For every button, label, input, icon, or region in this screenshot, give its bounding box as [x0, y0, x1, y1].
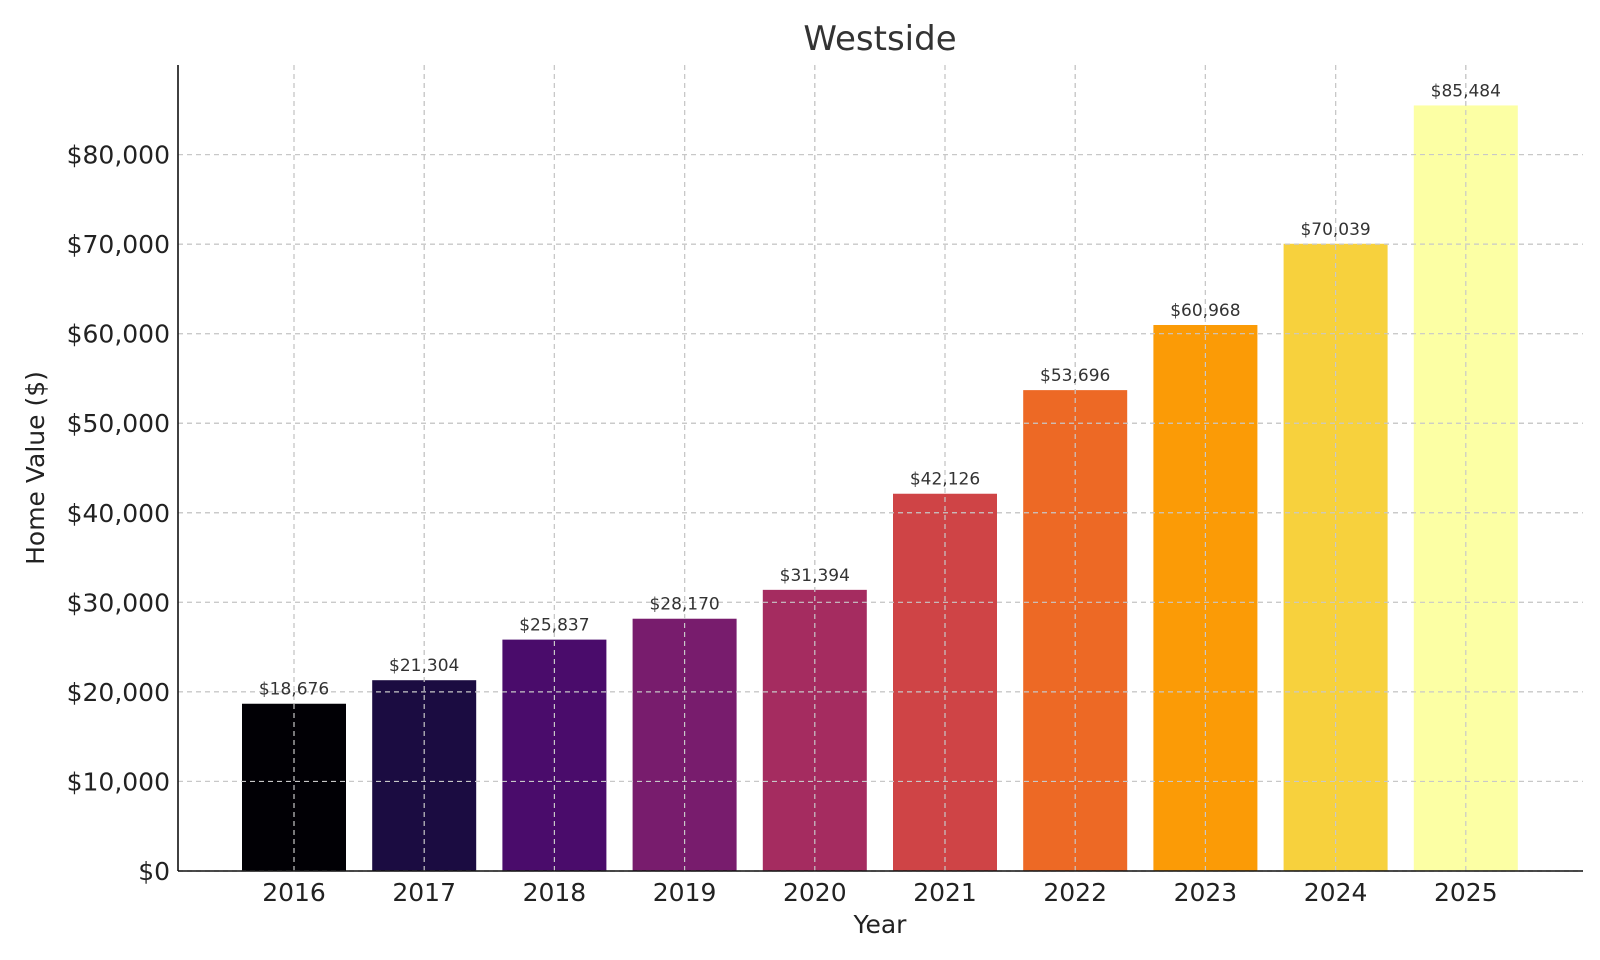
data-label: $60,968: [1170, 301, 1240, 321]
data-label: $28,170: [649, 595, 719, 615]
x-tick-label: 2018: [523, 878, 587, 907]
x-tick-label: 2021: [913, 878, 977, 907]
y-tick-labels: $0 $10,000 $20,000 $30,000 $40,000 $50,000 $60…: [67, 141, 170, 886]
x-tick-label: 2020: [783, 878, 847, 907]
x-tick-label: 2016: [262, 878, 326, 907]
y-tick-label: $10,000: [67, 767, 170, 796]
x-tick-label: 2024: [1304, 878, 1368, 907]
data-label: $18,676: [259, 680, 329, 700]
data-label: $31,394: [780, 566, 850, 586]
bars: [178, 65, 1583, 872]
y-tick-label: $70,000: [67, 230, 170, 259]
chart-title: Westside: [803, 19, 956, 59]
x-axis-label: Year: [853, 910, 908, 939]
y-tick-label: $60,000: [67, 320, 170, 349]
x-tick-label: 2019: [653, 878, 717, 907]
x-tick-label: 2017: [392, 878, 456, 907]
data-label: $21,304: [389, 656, 459, 676]
y-tick-label: $80,000: [67, 141, 170, 170]
data-label: $53,696: [1040, 366, 1110, 386]
bar-2021: [893, 493, 997, 871]
y-tick-label: $40,000: [67, 499, 170, 528]
y-tick-label: $30,000: [67, 588, 170, 617]
data-label: $85,484: [1431, 81, 1501, 101]
data-labels: $18,676 $21,304 $25,837 $28,170 $31,394 $42,1…: [259, 81, 1501, 699]
x-tick-label: 2023: [1174, 878, 1238, 907]
y-tick-label: $20,000: [67, 678, 170, 707]
x-tick-label: 2022: [1043, 878, 1107, 907]
x-tick-label: 2025: [1434, 878, 1498, 907]
data-label: $25,837: [519, 616, 589, 636]
y-tick-label: $50,000: [67, 409, 170, 438]
y-axis-label: Home Value ($): [21, 371, 50, 565]
data-label: $70,039: [1300, 220, 1370, 240]
y-tick-label: $0: [138, 857, 170, 886]
bar-2018: [502, 639, 607, 871]
data-label: $42,126: [910, 470, 980, 490]
axes: [177, 65, 1583, 872]
x-tick-labels: 2016 2017 2018 2019 2020 2021 2022 2023 2024 2025: [262, 878, 1497, 907]
